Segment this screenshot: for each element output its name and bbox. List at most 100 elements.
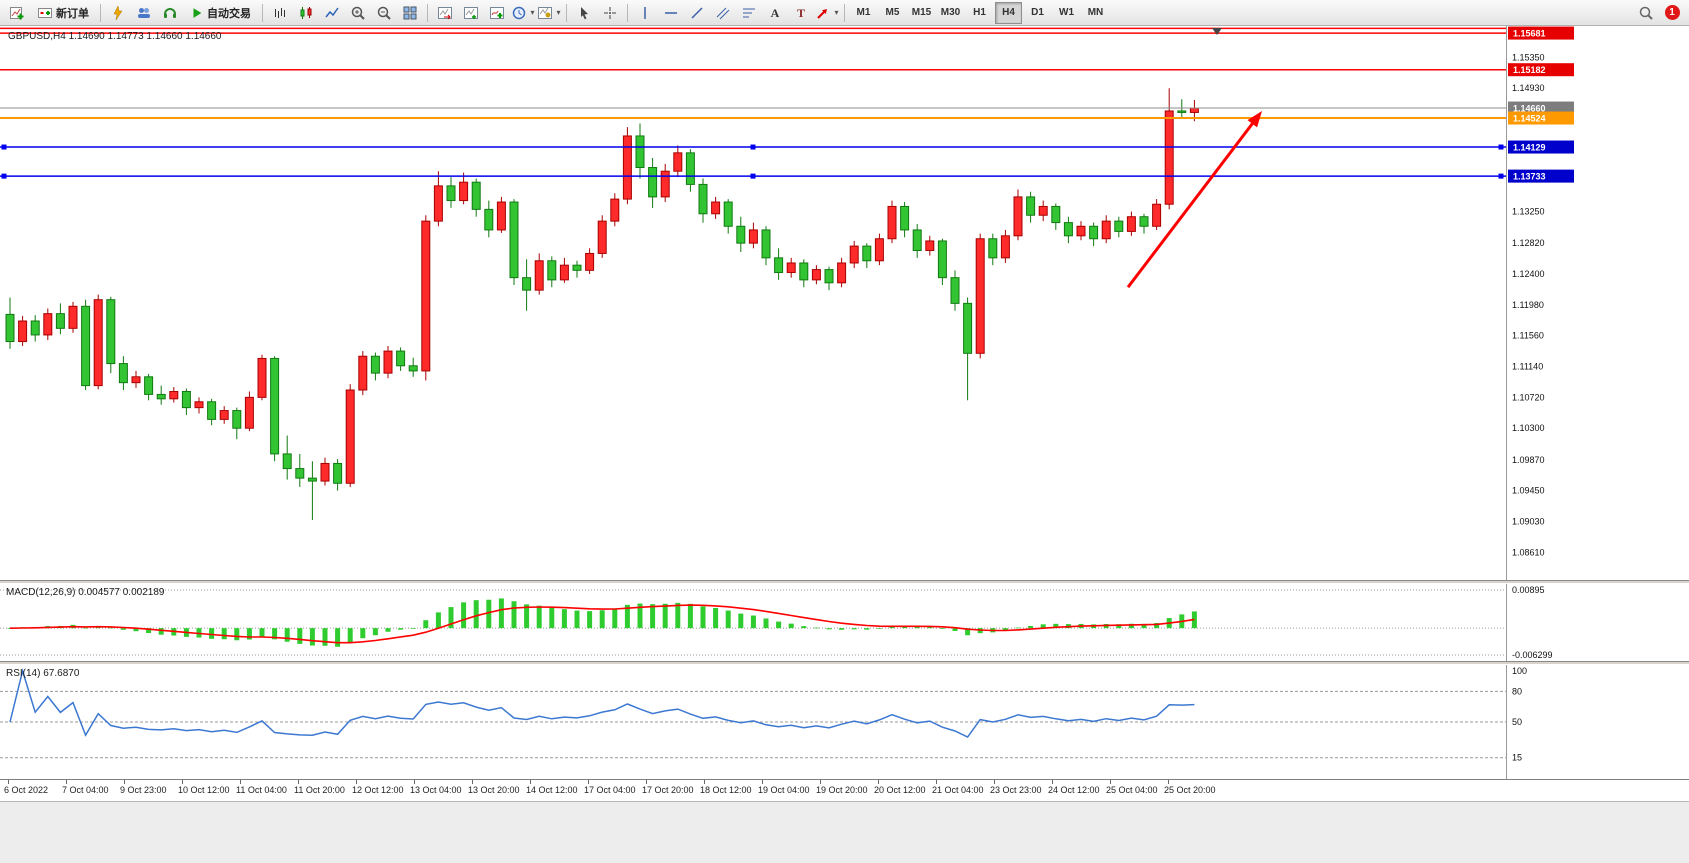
line-handle[interactable]	[1, 173, 7, 179]
candle	[408, 357, 418, 377]
new-chart-button[interactable]	[4, 1, 30, 25]
candle	[219, 406, 229, 424]
time-axis-label: 17 Oct 04:00	[584, 785, 636, 795]
zoom-out-button[interactable]	[371, 1, 397, 25]
price-tag-label: 1.13733	[1513, 172, 1546, 182]
price-axis-label: 1.15350	[1512, 52, 1545, 62]
macd-panel[interactable]: 0.00895 -0.006299	[0, 584, 1689, 661]
clock-icon	[513, 6, 526, 19]
market-watch-button[interactable]	[105, 1, 131, 25]
zoom-in-button[interactable]	[345, 1, 371, 25]
candle	[257, 354, 267, 401]
candle	[572, 260, 582, 278]
candlestick-mode-button[interactable]	[293, 1, 319, 25]
candle	[1076, 221, 1086, 241]
periods-button[interactable]: ▾	[510, 1, 536, 25]
autotrading-button[interactable]: 自动交易	[183, 1, 258, 25]
chart-shift-button[interactable]	[432, 1, 458, 25]
candle	[484, 200, 494, 238]
horizontal-line-tool-button[interactable]	[658, 1, 684, 25]
search-button[interactable]	[1633, 1, 1659, 25]
line-handle[interactable]	[750, 144, 756, 150]
candle	[837, 257, 847, 288]
candle	[622, 127, 632, 205]
rsi-panel[interactable]: 100 80 50 15	[0, 665, 1689, 779]
timeframe-button-d1[interactable]: D1	[1031, 7, 1044, 18]
candle	[522, 259, 532, 311]
time-axis-tick	[646, 780, 647, 784]
templates-button[interactable]: ▾	[536, 1, 562, 25]
line-handle[interactable]	[1498, 144, 1504, 150]
candle	[559, 257, 569, 283]
timeframe-button-m30[interactable]: M30	[940, 7, 961, 18]
tile-windows-button[interactable]	[397, 1, 423, 25]
panel-divider[interactable]	[0, 580, 1689, 584]
indicators-button[interactable]	[484, 1, 510, 25]
timeframe-button-m5[interactable]: M5	[885, 7, 900, 18]
trendline-tool-button[interactable]	[684, 1, 710, 25]
timeframe-button-m15[interactable]: M15	[911, 7, 932, 18]
candle	[118, 356, 128, 391]
trend-arrow[interactable]	[1126, 117, 1258, 289]
text-tool-button[interactable]: A	[762, 1, 788, 25]
toolbar-separator	[427, 3, 428, 22]
candle	[358, 351, 368, 396]
macd-main-value: 0.004577	[78, 587, 120, 598]
scroll-end-marker[interactable]	[1212, 28, 1222, 35]
candle	[698, 178, 708, 223]
price-tag	[1508, 26, 1574, 40]
line-handle[interactable]	[1, 144, 7, 150]
time-axis-tick	[936, 780, 937, 784]
notifications-button[interactable]: 1	[1659, 1, 1685, 25]
price-chart-panel[interactable]: 1.15350 1.14930 1.13250 1.12820 1.12400 1.119…	[0, 26, 1689, 580]
notification-badge: 1	[1664, 5, 1680, 20]
svg-text:A: A	[771, 6, 780, 20]
line-handle[interactable]	[750, 173, 756, 179]
candle	[1000, 229, 1010, 263]
cursor-icon	[581, 6, 588, 19]
channel-tool-button[interactable]	[710, 1, 736, 25]
new-order-button[interactable]: 新订单	[30, 1, 96, 25]
timeframe-button-h1[interactable]: H1	[973, 7, 986, 18]
panel-divider[interactable]	[0, 661, 1689, 665]
bar-chart-mode-button[interactable]	[267, 1, 293, 25]
time-axis[interactable]: 6 Oct 2022 7 Oct 04:00 9 Oct 23:00 10 Oct 1…	[0, 779, 1689, 801]
auto-scroll-button[interactable]	[458, 1, 484, 25]
zoom-in-icon	[351, 6, 365, 20]
chevron-down-icon: ▾	[530, 8, 535, 17]
candle	[685, 149, 695, 192]
candle	[824, 266, 834, 291]
trend-arrow-head[interactable]	[1247, 110, 1262, 128]
autotrading-label: 自动交易	[207, 7, 251, 20]
time-axis-tick	[704, 780, 705, 784]
timeframe-button-mn[interactable]: MN	[1087, 7, 1104, 18]
crosshair-tool-button[interactable]	[597, 1, 623, 25]
time-axis-label: 24 Oct 12:00	[1048, 785, 1100, 795]
price-axis-label: 1.09030	[1512, 516, 1545, 526]
candle	[55, 303, 65, 335]
macd-indicator-label: MACD(12,26,9) 0.004577 0.002189	[6, 587, 164, 598]
timeframe-button-m1[interactable]: M1	[856, 7, 871, 18]
candle	[1063, 216, 1073, 244]
auto-scroll-icon	[464, 6, 478, 19]
timeframe-button-h4[interactable]: H4	[995, 1, 1022, 24]
rsi-axis-label: 50	[1512, 717, 1522, 727]
timeframe-button-w1[interactable]: W1	[1059, 7, 1074, 18]
candle	[459, 172, 469, 205]
time-axis-label: 21 Oct 04:00	[932, 785, 984, 795]
arrows-tool-button[interactable]: ▾	[814, 1, 840, 25]
fibonacci-tool-button[interactable]	[736, 1, 762, 25]
line-chart-mode-button[interactable]	[319, 1, 345, 25]
time-axis-tick	[530, 780, 531, 784]
alerts-button[interactable]	[157, 1, 183, 25]
cursor-tool-button[interactable]	[571, 1, 597, 25]
navigator-button[interactable]	[131, 1, 157, 25]
label-tool-button[interactable]: T	[788, 1, 814, 25]
toolbar-separator	[262, 3, 263, 22]
candle	[509, 199, 519, 286]
channel-icon	[716, 7, 730, 19]
vertical-line-tool-button[interactable]	[632, 1, 658, 25]
candle	[282, 435, 292, 480]
line-handle[interactable]	[1498, 173, 1504, 179]
candle	[1026, 191, 1036, 223]
